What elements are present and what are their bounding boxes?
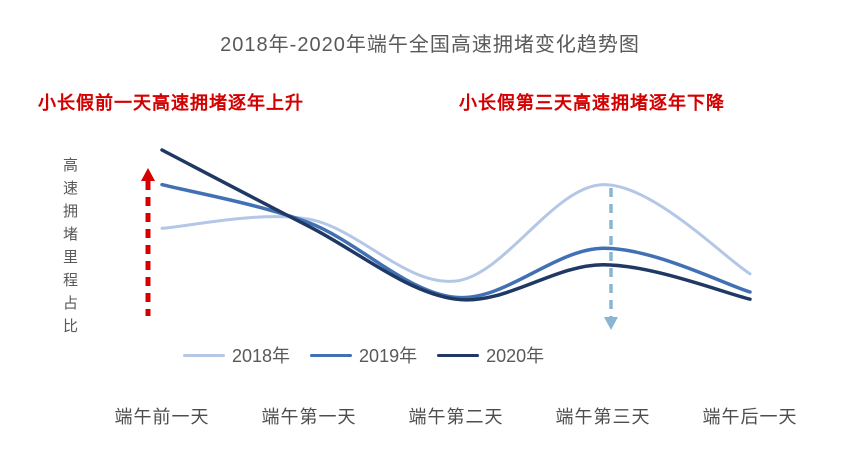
legend-label-2019: 2019年 [359,346,418,366]
x-axis-label-day-before: 端午前一天 [114,407,210,427]
legend-item-2019: 2019年 [310,342,417,368]
x-axis-label-day-after: 端午后一天 [702,407,798,427]
legend-label-2018: 2018年 [232,346,291,366]
chart-title: 2018年-2020年端午全国高速拥堵变化趋势图 [220,34,640,56]
x-axis-label-day3: 端午第三天 [555,407,651,427]
annotation-day3-declining: 小长假第三天高速拥堵逐年下降 [459,93,725,113]
legend-line-swatch-2020 [437,353,480,357]
x-axis-label-day1: 端午第一天 [261,407,357,427]
legend-line-swatch-2019 [310,353,353,357]
annotation-day-before-rising: 小长假前一天高速拥堵逐年上升 [38,93,304,113]
y-axis-label: 高速拥堵里程占比 [61,157,78,341]
up-arrow [141,168,155,316]
x-axis-label-day2: 端午第二天 [408,407,504,427]
legend-line-swatch-2018 [183,353,225,357]
legend: 2018年 2019年 2020年 [183,342,544,368]
down-arrow [604,188,618,330]
legend-item-2020: 2020年 [437,342,544,368]
trend-line-2018 [160,183,752,283]
legend-label-2020: 2020年 [486,346,545,366]
trend-line-2019 [160,182,752,300]
legend-item-2018: 2018年 [183,342,290,368]
trend-line-2020 [160,148,752,302]
